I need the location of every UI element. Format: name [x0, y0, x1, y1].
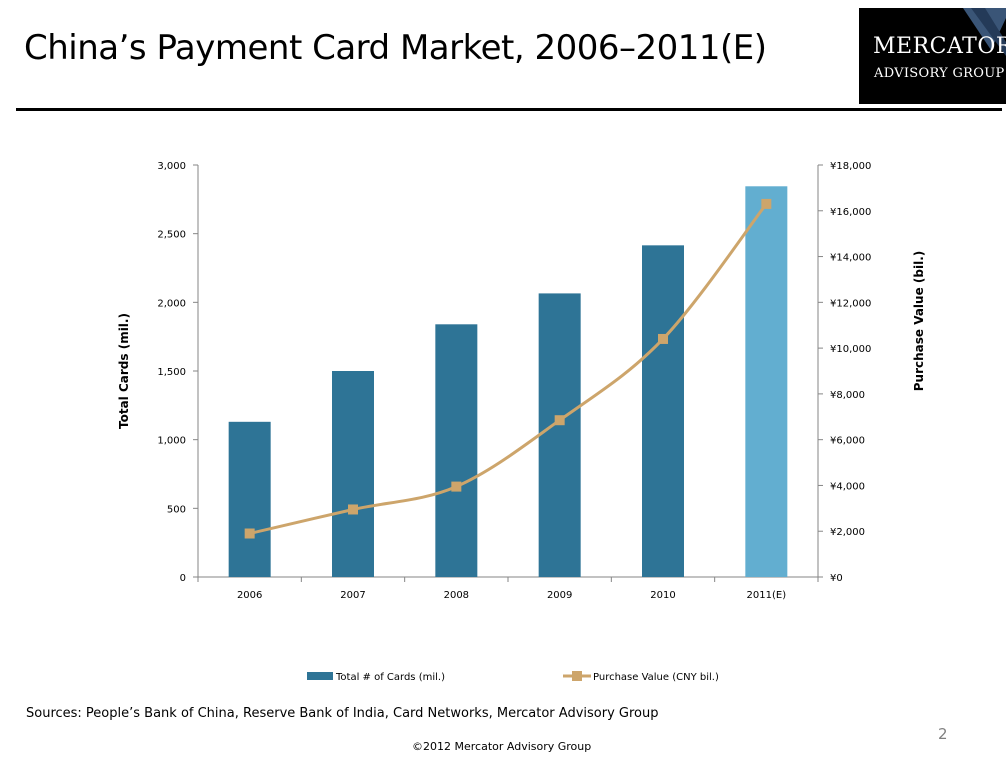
logo-text-main: MERCATOR [873, 34, 1006, 59]
x-axis-tick-label: 2009 [547, 590, 572, 601]
legend-swatch-cards [307, 672, 333, 680]
legend-label-purchase: Purchase Value (CNY bil.) [593, 672, 719, 683]
x-axis-tick-label: 2006 [237, 590, 262, 601]
page-number: 2 [938, 725, 948, 743]
x-axis-tick-label: 2011(E) [747, 590, 787, 601]
right-axis-tick-label: ¥0 [830, 573, 843, 584]
right-axis-tick-label: ¥8,000 [830, 390, 865, 401]
legend-label-cards: Total # of Cards (mil.) [335, 672, 445, 683]
x-axis-tick-label: 2007 [340, 590, 365, 601]
right-axis-tick-label: ¥14,000 [830, 253, 871, 264]
right-axis-tick-label: ¥18,000 [830, 161, 871, 172]
payment-card-chart: 0 500 1,000 1,500 2,000 2,500 3,000 ¥0 ¥2,000 ¥4,… [117, 161, 926, 683]
bar-total-cards [435, 324, 478, 577]
x-axis-tick-label: 2008 [444, 590, 469, 601]
right-axis-tick-label: ¥10,000 [830, 344, 871, 355]
left-axis-tick-label: 0 [180, 573, 186, 584]
logo-text-sub: ADVISORY GROUP [874, 66, 1005, 81]
bar-total-cards [538, 293, 581, 577]
logo-swoosh-icon [963, 8, 1006, 56]
x-axis-tick-label: 2010 [650, 590, 675, 601]
right-axis-tick-label: ¥2,000 [830, 527, 865, 538]
left-axis-title: Total Cards (mil.) [117, 313, 131, 429]
sources-note: Sources: People’s Bank of China, Reserve… [26, 706, 659, 721]
purchase-value-marker [761, 198, 772, 209]
bar-total-cards [228, 421, 271, 577]
left-axis-tick-label: 2,000 [157, 298, 186, 309]
bar-total-cards [642, 245, 684, 577]
copyright-notice: ©2012 Mercator Advisory Group [412, 740, 592, 753]
right-axis-tick-label: ¥16,000 [830, 207, 871, 218]
left-axis-tick-label: 2,500 [157, 230, 186, 241]
bar-total-cards [332, 371, 374, 577]
right-axis-tick-label: ¥4,000 [830, 481, 865, 492]
right-axis-tick-label: ¥6,000 [830, 436, 865, 447]
left-axis-tick-label: 1,000 [157, 436, 186, 447]
title-divider [16, 108, 1002, 111]
mercator-logo: MERCATOR ADVISORY GROUP [859, 8, 1006, 104]
purchase-value-marker [348, 504, 358, 515]
bar-total-cards [745, 186, 788, 577]
purchase-value-marker [244, 528, 255, 539]
purchase-value-line [249, 202, 768, 535]
left-axis-tick-label: 500 [167, 504, 186, 515]
purchase-value-marker [451, 481, 462, 492]
slide-title: China’s Payment Card Market, 2006–2011(E… [24, 28, 767, 68]
left-axis-tick-label: 1,500 [157, 367, 186, 378]
left-axis-tick-label: 3,000 [157, 161, 186, 172]
purchase-value-marker [658, 333, 668, 344]
right-axis-title: Purchase Value (bil.) [912, 251, 926, 392]
right-axis-tick-label: ¥12,000 [830, 298, 871, 309]
legend-swatch-marker [572, 671, 582, 681]
purchase-value-marker [554, 415, 565, 426]
